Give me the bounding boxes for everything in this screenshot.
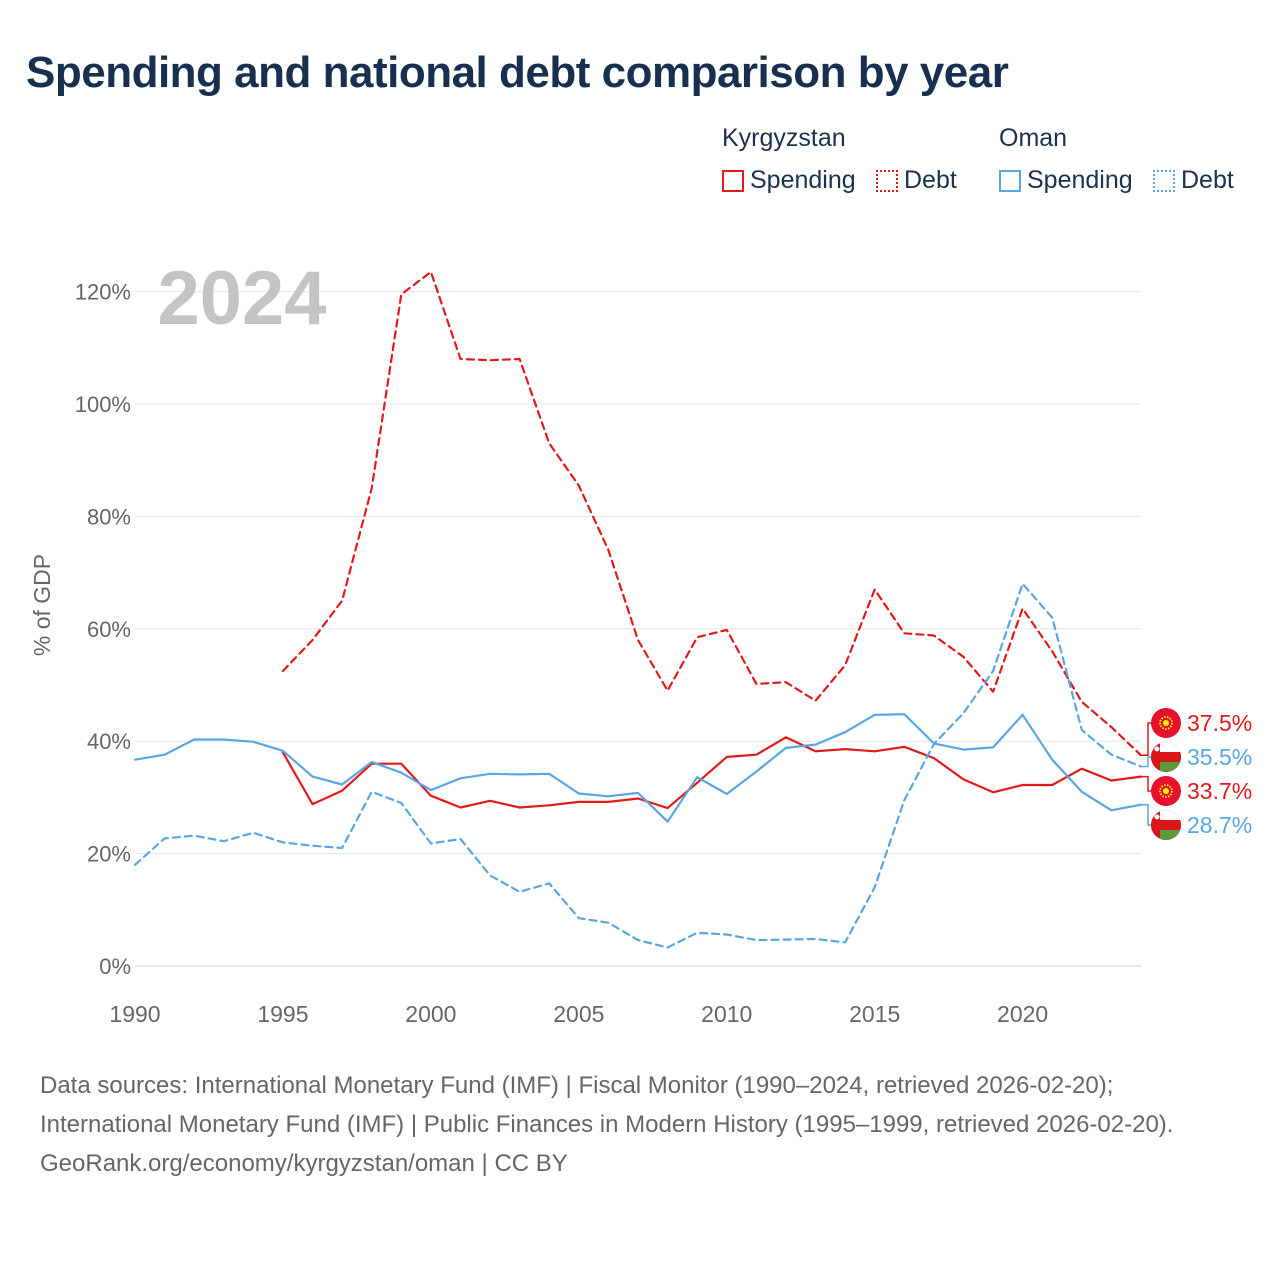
y-tick-label: 60% — [87, 617, 131, 642]
x-tick-label: 2010 — [701, 1001, 752, 1027]
legend-swatch-solid-red — [722, 169, 744, 192]
legend-item-kyrgyzstan-debt[interactable]: Debt — [876, 166, 957, 195]
x-tick-label: 1990 — [109, 1001, 160, 1027]
y-tick-label: 100% — [75, 392, 131, 417]
legend-item-oman-spending[interactable]: Spending — [999, 166, 1133, 195]
legend-swatch-solid-blue — [999, 169, 1021, 192]
data-sources: Data sources: International Monetary Fun… — [40, 1072, 1174, 1138]
kyrgyzstan-flag-icon — [1151, 776, 1181, 806]
x-tick-label: 2015 — [849, 1001, 900, 1027]
legend-swatch-dotted-red — [876, 169, 898, 192]
legend-swatch-dotted-blue — [1153, 169, 1175, 192]
end-labels: 37.5% 35.5% 33.7% 28.7% — [1142, 708, 1252, 840]
legend-label: Debt — [1181, 166, 1234, 194]
footer: Data sources: International Monetary Fun… — [40, 1066, 1250, 1183]
series-line-kyrgyzstan-debt[interactable] — [281, 270, 1143, 757]
series-line-oman-spending[interactable] — [133, 713, 1143, 823]
legend-item-kyrgyzstan-spending[interactable]: Spending — [722, 166, 856, 195]
y-tick-label: 120% — [75, 280, 131, 305]
legend-group-oman: Oman — [999, 124, 1068, 152]
x-tick-label: 2005 — [553, 1001, 604, 1027]
oman-flag-icon — [1151, 810, 1181, 840]
end-value-label: 28.7% — [1187, 812, 1252, 838]
y-axis-title: % of GDP — [29, 554, 55, 656]
x-tick-label: 2020 — [997, 1001, 1048, 1027]
gridlines — [135, 291, 1141, 967]
end-value-label: 33.7% — [1187, 778, 1252, 804]
series-lines — [133, 270, 1143, 949]
series-line-oman-debt[interactable] — [133, 582, 1143, 949]
x-axis-labels: 1990 1995 2000 2005 2010 2015 2020 — [109, 1001, 1048, 1027]
y-axis-labels: 0% 20% 40% 60% 80% 100% 120% — [75, 280, 131, 979]
legend-group-kyrgyzstan: Kyrgyzstan — [722, 124, 846, 152]
line-chart: 2024 0% 20% 40% 60% 80% 100% 120% 1990 1995 2000… — [29, 256, 1252, 1027]
y-tick-label: 0% — [99, 954, 131, 979]
legend-item-oman-debt[interactable]: Debt — [1153, 166, 1234, 195]
legend-label: Spending — [1027, 166, 1133, 194]
chart-title: Spending and national debt comparison by… — [26, 48, 1009, 97]
legend-label: Spending — [750, 166, 856, 194]
oman-flag-icon — [1151, 742, 1181, 772]
series-line-kyrgyzstan-spending[interactable] — [281, 736, 1143, 810]
legend: Kyrgyzstan Spending Debt Oman Spending D… — [722, 124, 1252, 204]
kyrgyzstan-flag-icon — [1151, 708, 1181, 738]
x-tick-label: 2000 — [405, 1001, 456, 1027]
legend-label: Debt — [904, 166, 957, 194]
y-tick-label: 80% — [87, 504, 131, 529]
x-tick-label: 1995 — [257, 1001, 308, 1027]
year-watermark: 2024 — [157, 256, 326, 341]
y-tick-label: 20% — [87, 842, 131, 867]
end-value-label: 35.5% — [1187, 744, 1252, 770]
y-tick-label: 40% — [87, 729, 131, 754]
credit-line: GeoRank.org/economy/kyrgyzstan/oman | CC… — [40, 1150, 568, 1177]
end-value-label: 37.5% — [1187, 710, 1252, 736]
